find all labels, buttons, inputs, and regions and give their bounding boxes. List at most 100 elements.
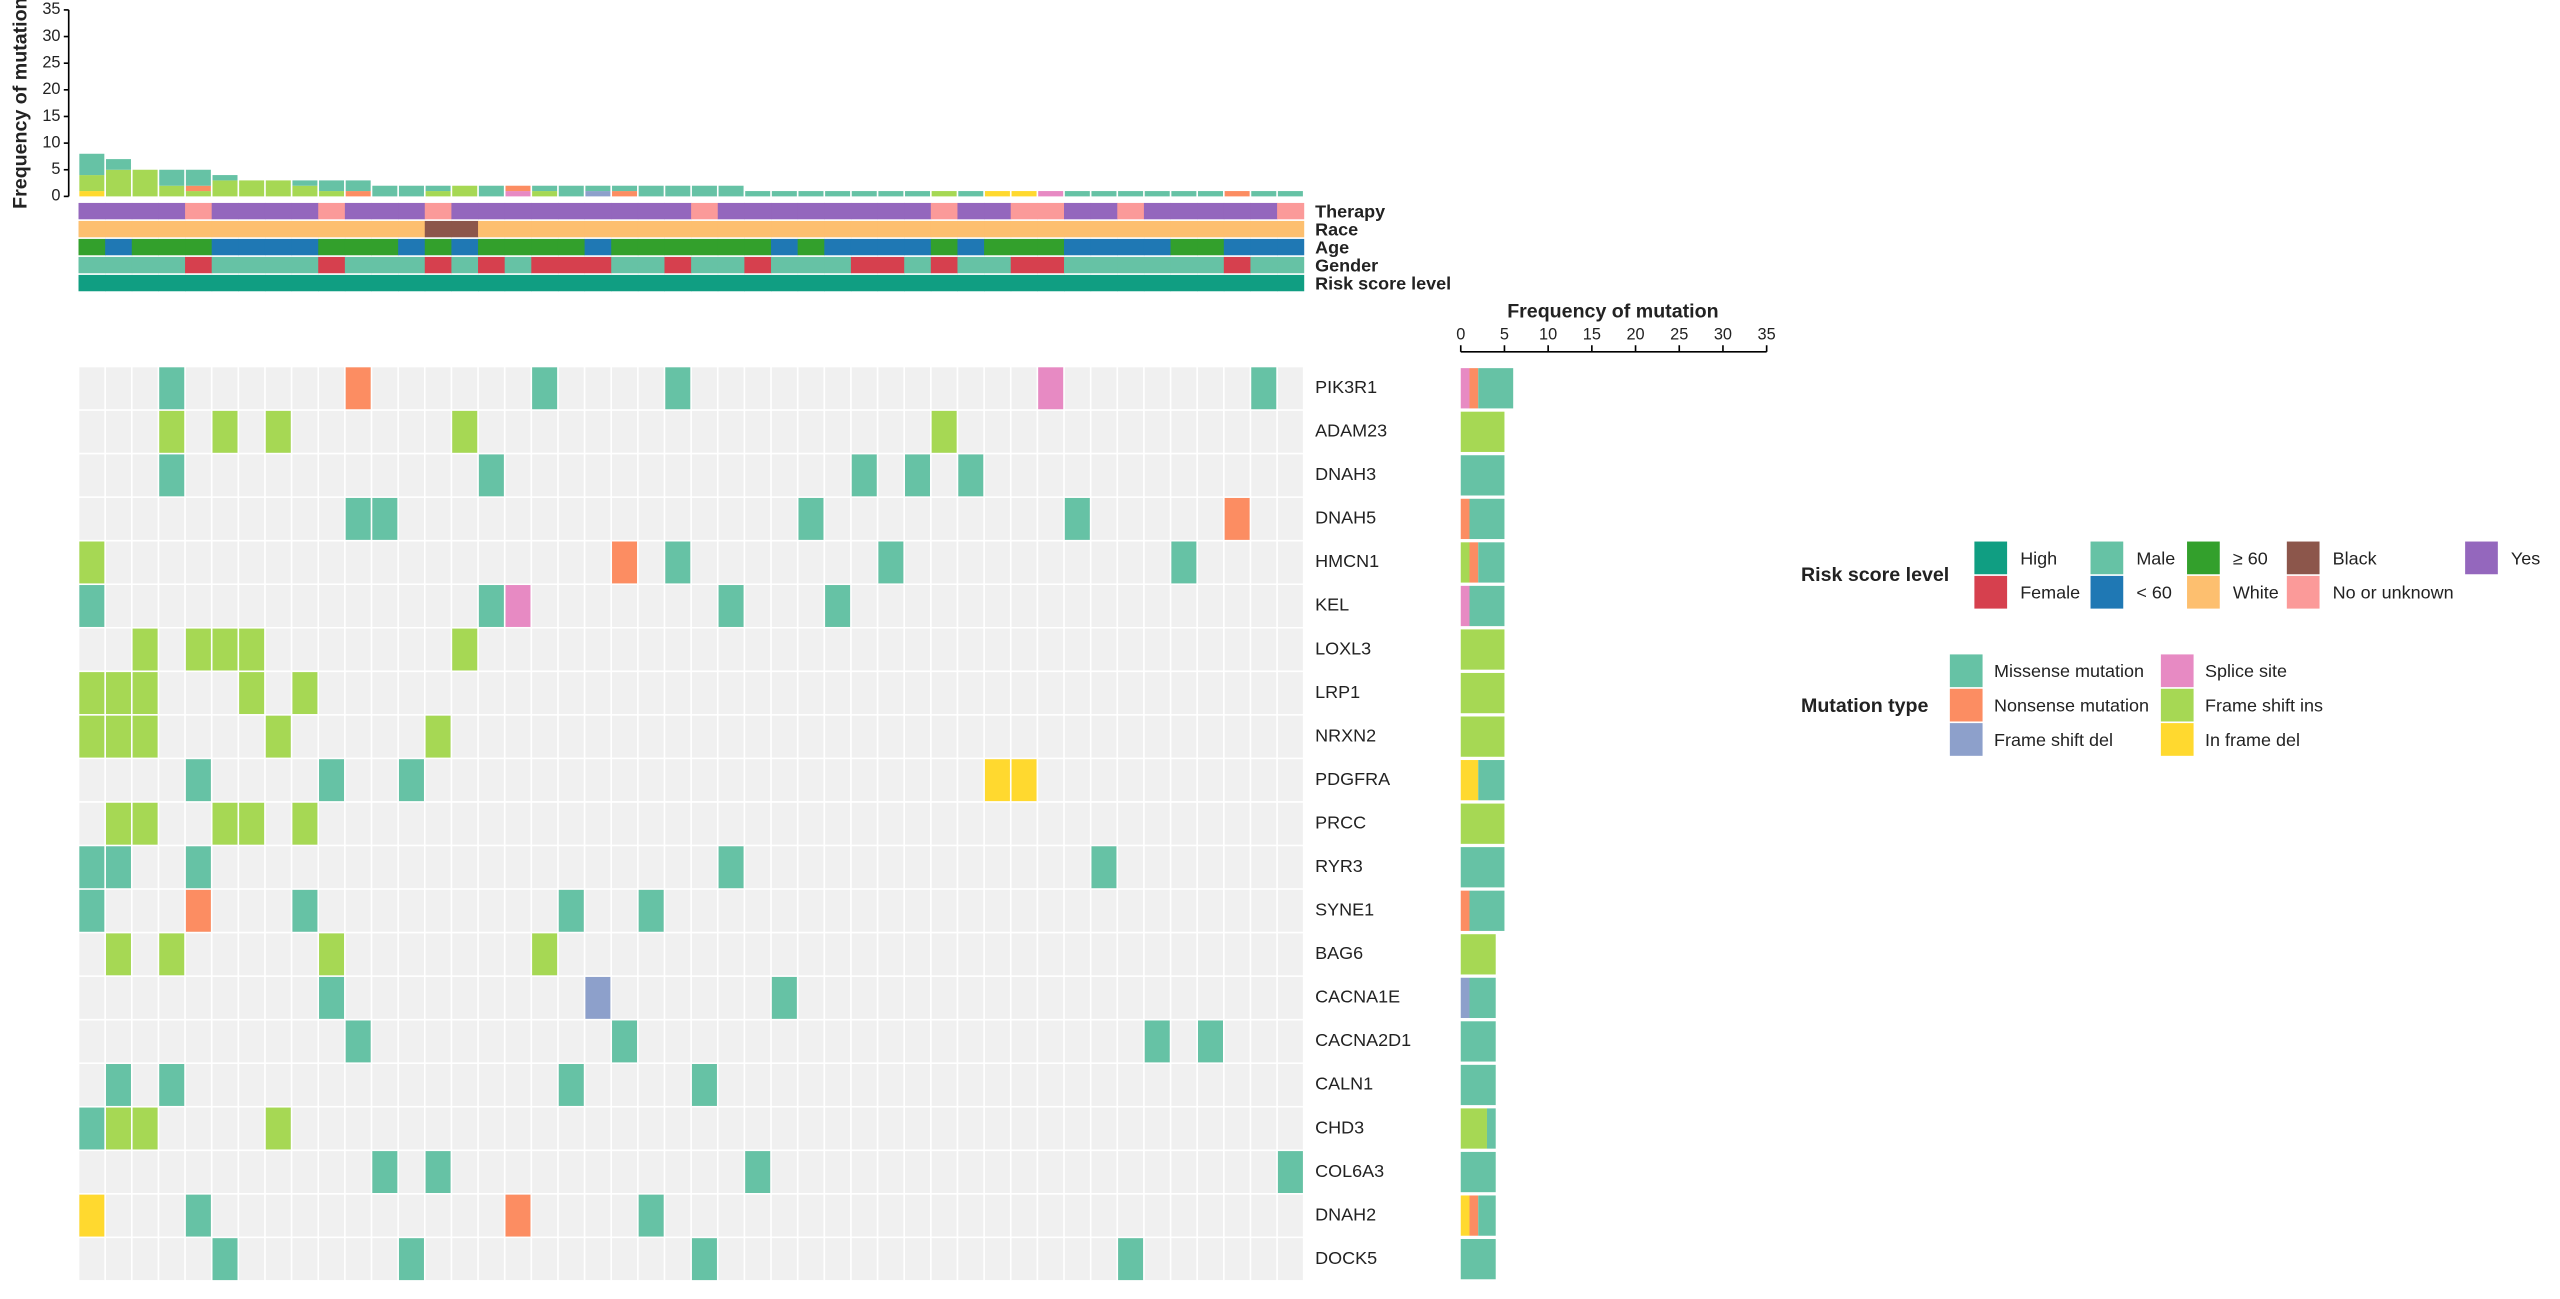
empty-cell [984,1151,1010,1194]
sample-bar [1038,191,1064,197]
empty-cell [532,802,558,845]
annotation-cell [744,274,772,292]
empty-cell [1251,628,1277,671]
empty-cell [1118,410,1144,453]
mutation-cell [79,541,105,584]
empty-cell [319,497,345,540]
annotation-cell [185,238,213,256]
empty-cell [1251,1107,1277,1150]
empty-cell [1224,410,1250,453]
empty-cell [425,976,451,1019]
sample-bar [1197,191,1223,197]
empty-cell [665,585,691,627]
mutation-cell [505,1194,531,1237]
empty-cell [718,1107,744,1150]
annotation-cell [371,238,399,256]
mutation-cell [159,933,185,976]
empty-cell [319,1194,345,1237]
empty-cell [612,672,638,715]
empty-cell [851,1238,877,1281]
annotation-label: Risk score level [1315,273,1451,293]
y-tick-label: 35 [42,0,60,18]
empty-cell [292,976,318,1019]
empty-cell [345,1107,371,1150]
empty-cell [984,672,1010,715]
empty-cell [372,1107,398,1150]
empty-cell [1144,1238,1170,1281]
gene-bar [1460,934,1496,975]
empty-cell [1118,933,1144,976]
empty-cell [159,672,185,715]
gene-bar [1469,977,1496,1019]
empty-cell [1011,889,1037,932]
empty-cell [1091,1194,1117,1237]
empty-cell [691,541,717,584]
empty-cell [691,1151,717,1194]
x-tick-label: 30 [1714,326,1732,344]
empty-cell [398,1151,424,1194]
empty-cell [638,802,664,845]
empty-cell [292,715,318,758]
annotation-cell [850,220,879,238]
empty-cell [1064,541,1090,584]
empty-cell [1091,976,1117,1019]
empty-cell [398,1107,424,1150]
gene-label: KEL [1315,595,1349,615]
empty-cell [958,628,984,671]
empty-cell [292,367,318,410]
empty-cell [319,454,345,497]
empty-cell [612,367,638,410]
empty-cell [185,454,211,497]
empty-cell [319,1238,345,1281]
empty-cell [1118,976,1144,1019]
gene-bar [1469,368,1479,409]
empty-cell [185,1151,211,1194]
empty-cell [372,802,398,845]
annotation-cell [744,238,772,256]
empty-cell [292,628,318,671]
empty-cell [745,802,771,845]
empty-cell [1171,1238,1197,1281]
empty-cell [1038,1020,1064,1063]
empty-cell [1224,1064,1250,1106]
empty-cell [1011,367,1037,410]
empty-cell [1091,497,1117,540]
annotation-cell [1064,220,1092,238]
mutation-cell [958,454,984,497]
empty-cell [851,802,877,845]
empty-cell [505,889,531,932]
empty-cell [851,933,877,976]
empty-cell [1064,715,1090,758]
empty-cell [638,541,664,584]
empty-cell [292,1107,318,1150]
empty-cell [398,672,424,715]
sample-bar [931,191,957,197]
empty-cell [265,1064,291,1106]
gene-label: PRCC [1315,812,1366,832]
empty-cell [372,889,398,932]
empty-cell [345,628,371,671]
empty-cell [1038,1107,1064,1150]
x-tick-label: 35 [1758,326,1776,344]
empty-cell [345,454,371,497]
gene-bar [1460,1064,1496,1106]
mutation-cell [185,889,211,932]
annotation-cell [611,274,639,292]
empty-cell [1118,1020,1144,1063]
annotation-label: Age [1315,237,1349,257]
annotation-cell [131,274,159,292]
annotation-cell [1170,256,1198,274]
annotation-cell [557,238,586,256]
annotation-cell [824,238,852,256]
empty-cell [1277,628,1303,671]
annotation-cell [904,256,932,274]
sample-bar [265,180,291,197]
empty-cell [1197,802,1223,845]
empty-cell [958,1064,984,1106]
empty-cell [585,933,611,976]
empty-cell [532,672,558,715]
annotation-cell [371,274,399,292]
mutation-cell [265,715,291,758]
empty-cell [1251,889,1277,932]
empty-cell [558,541,584,584]
